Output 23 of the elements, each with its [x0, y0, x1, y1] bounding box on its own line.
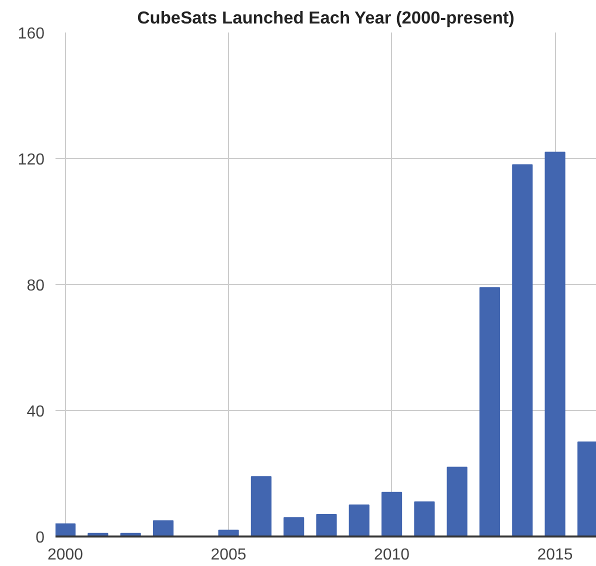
x-tick-label: 2000 — [48, 546, 84, 564]
chart-title: CubeSats Launched Each Year (2000-present) — [137, 8, 514, 28]
bar — [218, 530, 239, 536]
bar — [446, 466, 468, 536]
y-tick-label: 40 — [26, 404, 45, 420]
bar — [381, 492, 402, 536]
y-tick-label: 0 — [36, 530, 45, 546]
y-tick-label: 80 — [26, 278, 45, 294]
bar — [414, 501, 435, 536]
y-tick-label: 120 — [18, 152, 45, 168]
bar — [316, 514, 337, 536]
bar — [544, 152, 566, 536]
bar — [348, 504, 370, 536]
bar — [56, 523, 76, 536]
x-tick-label: 2010 — [374, 546, 410, 564]
y-tick-label: 160 — [18, 26, 45, 42]
x-tick-label: 2015 — [537, 546, 573, 564]
bar — [512, 164, 533, 536]
x-tick-label: 2005 — [210, 546, 246, 564]
bar — [152, 520, 174, 536]
bar — [284, 517, 304, 536]
bar — [250, 476, 272, 536]
bar — [479, 287, 500, 536]
